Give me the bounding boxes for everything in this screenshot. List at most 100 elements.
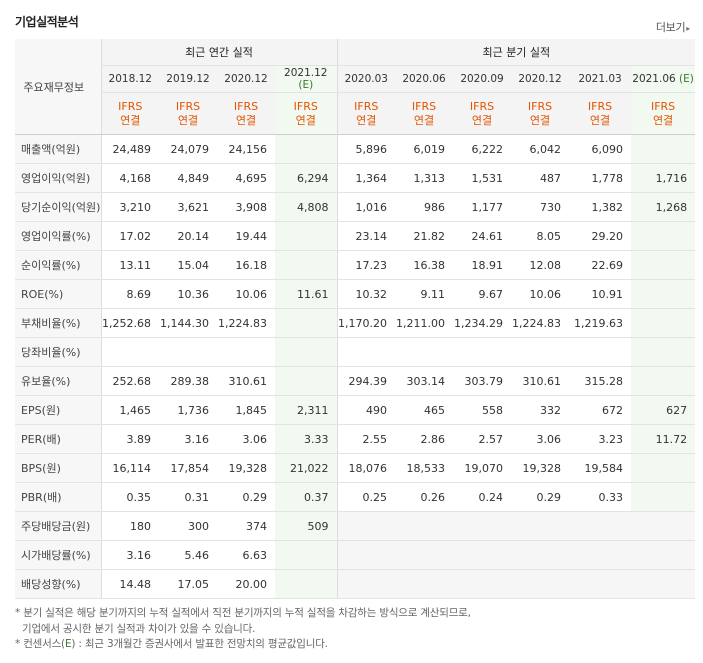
annual-cell: 17,854 — [159, 453, 217, 483]
quarter-cell — [453, 540, 512, 570]
table-row: 배당성향(%) 14.48 17.05 20.00 — [15, 569, 696, 599]
ifrs-header: IFRS 연결 — [569, 92, 632, 135]
row-label: 당기순이익(억원) — [15, 192, 102, 222]
annual-cell — [275, 540, 338, 570]
row-label: 순이익률(%) — [15, 250, 102, 280]
ifrs-label: IFRS — [650, 99, 676, 113]
quarter-cell: 24.61 — [453, 221, 512, 251]
annual-cell: 1,224.83 — [217, 308, 275, 338]
annual-cell: 20.00 — [217, 569, 275, 599]
annual-cell — [275, 134, 338, 164]
footnotes: * 분기 실적은 해당 분기까지의 누적 실적에서 직전 분기까지의 누적 실적… — [15, 606, 471, 653]
row-label: 매출액(억원) — [15, 134, 102, 164]
row-label: 시가배당률(%) — [15, 540, 102, 570]
annual-cell: 2,311 — [275, 395, 338, 425]
quarter-cell — [511, 569, 570, 599]
estimate-tag: (E) — [675, 73, 694, 85]
table-row: 시가배당률(%) 3.16 5.46 6.63 — [15, 540, 696, 570]
annual-cell: 4,808 — [275, 192, 338, 222]
quarter-cell: 0.24 — [453, 482, 512, 512]
financial-table: 주요재무정보 최근 연간 실적 최근 분기 실적 2018.12 2019.12 2… — [15, 39, 696, 599]
footnote-1: * 분기 실적은 해당 분기까지의 누적 실적에서 직전 분기까지의 누적 실적… — [15, 607, 471, 619]
ifrs-label: IFRS — [469, 99, 495, 113]
quarter-cell: 23.14 — [336, 221, 396, 251]
table-row: 당기순이익(억원) 3,210 3,621 3,908 4,808 1,016 986 1,1… — [15, 192, 696, 222]
row-label: EPS(원) — [15, 395, 102, 425]
annual-cell: 10.06 — [217, 279, 275, 309]
quarter-cell: 10.06 — [511, 279, 570, 309]
annual-cell: 6,294 — [275, 163, 338, 193]
annual-cell: 3,908 — [217, 192, 275, 222]
consolidated-label: 연결 — [295, 113, 316, 127]
period-label: 2021.12 — [284, 67, 328, 79]
row-header-label: 주요재무정보 — [15, 39, 102, 135]
quarter-cell — [453, 569, 512, 599]
period-label: 2020.09 — [460, 73, 504, 85]
ifrs-header: IFRS 연결 — [453, 92, 512, 135]
row-label: 당좌비율(%) — [15, 337, 102, 367]
row-label: 영업이익(억원) — [15, 163, 102, 193]
quarter-cell — [336, 511, 396, 541]
quarter-cell: 17.23 — [336, 250, 396, 280]
quarter-cell — [569, 540, 632, 570]
footnote-2: * 컨센서스(E) : 최근 3개월간 증권사에서 발표한 전망치의 평균값입니… — [15, 638, 328, 650]
quarter-cell — [395, 569, 454, 599]
period-header: 2019.12 — [159, 65, 217, 93]
annual-cell: 11.61 — [275, 279, 338, 309]
quarter-cell: 6,042 — [511, 134, 570, 164]
period-header: 2020.03 — [336, 65, 396, 93]
annual-cell: 252.68 — [101, 366, 159, 396]
ifrs-header: IFRS 연결 — [275, 92, 338, 135]
annual-cell: 3.89 — [101, 424, 159, 454]
period-header: 2018.12 — [101, 65, 159, 93]
ifrs-header: IFRS 연결 — [336, 92, 396, 135]
row-label: 영업이익률(%) — [15, 221, 102, 251]
quarter-cell — [453, 337, 512, 367]
annual-cell: 5.46 — [159, 540, 217, 570]
annual-cell: 300 — [159, 511, 217, 541]
annual-cell: 17.02 — [101, 221, 159, 251]
quarter-cell: 1,219.63 — [569, 308, 632, 338]
annual-cell: 21,022 — [275, 453, 338, 483]
quarter-cell: 10.91 — [569, 279, 632, 309]
quarter-cell: 986 — [395, 192, 454, 222]
period-label: 2020.12 — [518, 73, 562, 85]
quarter-cell: 29.20 — [569, 221, 632, 251]
annual-cell: 0.29 — [217, 482, 275, 512]
period-header: 2021.12 (E) — [275, 65, 338, 93]
quarter-cell: 19,328 — [511, 453, 570, 483]
annual-cell — [275, 366, 338, 396]
table-row: 영업이익률(%) 17.02 20.14 19.44 23.14 21.82 24.61 8.… — [15, 221, 696, 251]
section-title: 기업실적분석 — [15, 15, 79, 29]
quarter-cell — [395, 337, 454, 367]
annual-cell: 289.38 — [159, 366, 217, 396]
more-link[interactable]: 더보기▸ — [656, 19, 690, 35]
quarter-cell — [336, 337, 396, 367]
annual-cell: 10.36 — [159, 279, 217, 309]
quarter-cell — [631, 540, 696, 570]
table-row: 순이익률(%) 13.11 15.04 16.18 17.23 16.38 18.91 12.… — [15, 250, 696, 280]
quarter-cell: 6,019 — [395, 134, 454, 164]
ifrs-label: IFRS — [175, 99, 201, 113]
quarter-cell: 1,364 — [336, 163, 396, 193]
period-header: 2021.03 — [569, 65, 632, 93]
annual-group-header: 최근 연간 실적 — [101, 39, 338, 66]
consolidated-label: 연결 — [471, 113, 493, 127]
annual-cell: 24,156 — [217, 134, 275, 164]
quarter-cell: 3.23 — [569, 424, 632, 454]
quarter-cell: 310.61 — [511, 366, 570, 396]
quarter-cell: 1,531 — [453, 163, 512, 193]
ifrs-label: IFRS — [118, 99, 143, 113]
footnote-1-cont: 기업에서 공시한 분기 실적과 차이가 있을 수 있습니다. — [22, 622, 256, 635]
estimate-tag: (E) — [298, 79, 314, 91]
quarter-cell — [631, 250, 696, 280]
table-row: 매출액(억원) 24,489 24,079 24,156 5,896 6,019 6,222… — [15, 134, 696, 164]
quarter-cell — [631, 482, 696, 512]
annual-cell — [275, 308, 338, 338]
consolidated-label: 연결 — [235, 113, 257, 127]
quarter-cell: 3.06 — [511, 424, 570, 454]
quarter-cell: 21.82 — [395, 221, 454, 251]
row-label: PBR(배) — [15, 482, 102, 512]
consolidated-label: 연결 — [177, 113, 199, 127]
quarter-cell: 465 — [395, 395, 454, 425]
